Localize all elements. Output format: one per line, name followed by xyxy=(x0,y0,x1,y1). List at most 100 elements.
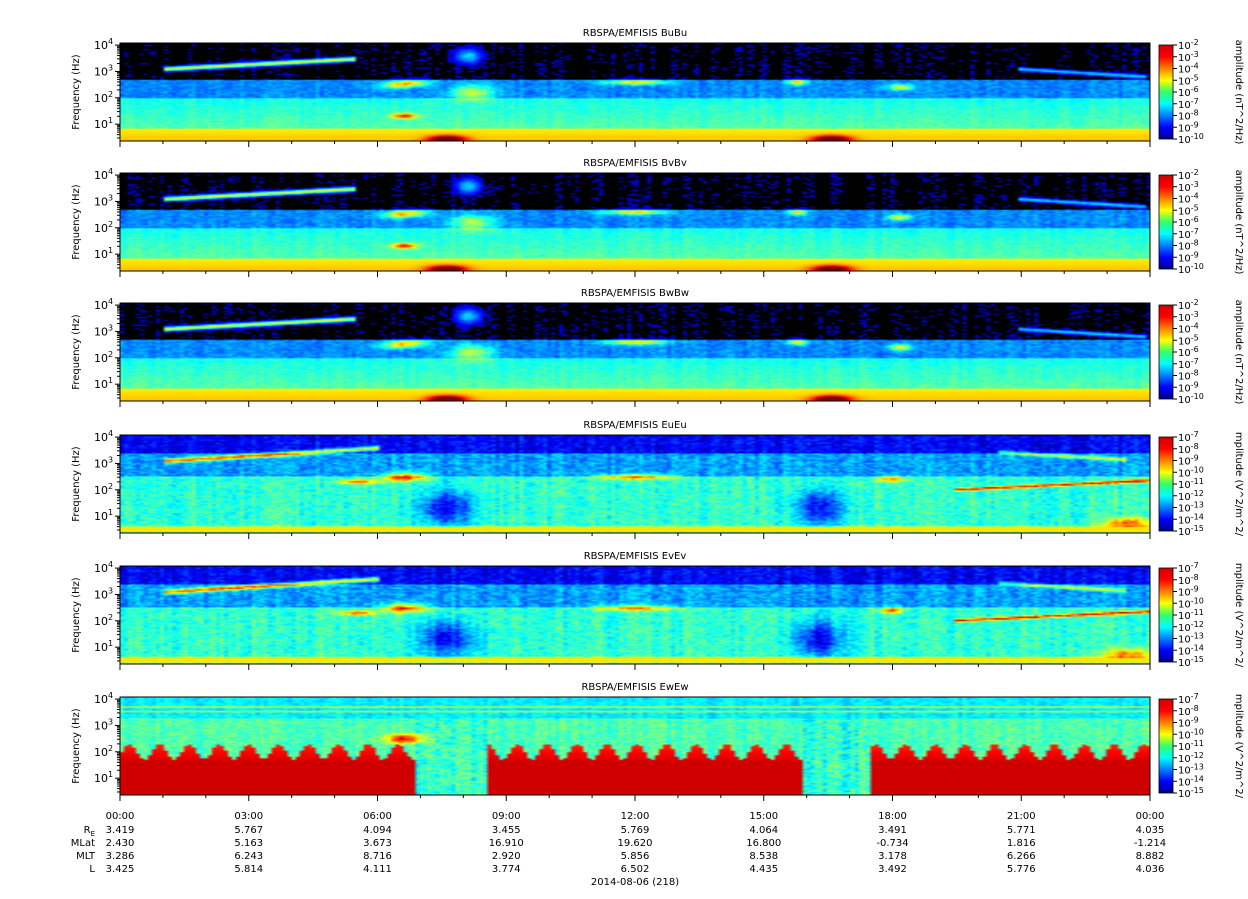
colorbar xyxy=(1158,698,1174,794)
ephemeris-value: -1.214 xyxy=(1134,838,1166,849)
ephemeris-value: 5.767 xyxy=(234,825,263,836)
y-tick-label: 104 xyxy=(94,691,113,706)
ephemeris-value: 8.882 xyxy=(1136,851,1165,862)
y-tick-label: 104 xyxy=(94,560,113,575)
colorbar-tick-label: 10-15 xyxy=(1178,655,1204,669)
time-tick-label: 06:00 xyxy=(363,811,392,822)
ephemeris-value: 5.776 xyxy=(1007,864,1036,875)
y-tick-label: 103 xyxy=(94,455,113,470)
ephemeris-value: 5.769 xyxy=(621,825,650,836)
colorbar xyxy=(1158,567,1174,663)
y-tick-label: 102 xyxy=(94,220,113,235)
panel-title: RBSPA/EMFISIS EvEv xyxy=(584,551,687,562)
colorbar-tick-label: 10-15 xyxy=(1178,524,1204,538)
ephemeris-value: 2.920 xyxy=(492,851,521,862)
ephemeris-value: 6.502 xyxy=(621,864,650,875)
y-tick-label: 102 xyxy=(94,90,113,105)
y-tick-label: 101 xyxy=(94,376,113,391)
y-tick-label: 102 xyxy=(94,350,113,365)
time-axis: 00:00 03:00 06:00 09:00 12:00 15:00 18:00 21:00… xyxy=(71,811,1166,888)
colorbar xyxy=(1158,174,1174,270)
y-axis-label: Frequency (Hz) xyxy=(71,446,82,522)
y-tick-label: 103 xyxy=(94,323,113,338)
panel-title: RBSPA/EMFISIS EuEu xyxy=(583,420,686,431)
ephemeris-value: 3.774 xyxy=(492,864,521,875)
ephemeris-value: 4.036 xyxy=(1136,864,1165,875)
panel-title: RBSPA/EMFISIS BwBw xyxy=(581,288,689,299)
ephemeris-value: 8.716 xyxy=(363,851,392,862)
spectrogram-panel: RBSPA/EMFISIS BvBv 101 102 103 104 Frequency … xyxy=(71,158,1244,277)
panel-title: RBSPA/EMFISIS BvBv xyxy=(583,158,687,169)
colorbar-label: mplitude (V^2/m^2/ xyxy=(1233,563,1244,668)
y-axis-label: Frequency (Hz) xyxy=(71,708,82,784)
y-tick-label: 104 xyxy=(94,297,113,312)
time-tick-label: 00:00 xyxy=(1136,811,1165,822)
y-tick-label: 103 xyxy=(94,586,113,601)
y-tick-label: 102 xyxy=(94,744,113,759)
panel-title: RBSPA/EMFISIS BuBu xyxy=(583,28,687,39)
spectrogram-panel: RBSPA/EMFISIS BuBu 101 102 103 104 Frequency … xyxy=(71,28,1244,147)
y-tick-label: 101 xyxy=(94,508,113,523)
y-tick-label: 101 xyxy=(94,246,113,261)
y-tick-label: 103 xyxy=(94,193,113,208)
ephemeris-value: 3.425 xyxy=(106,864,135,875)
ephemeris-label: RE xyxy=(84,825,95,838)
ephemeris-value: 8.538 xyxy=(749,851,778,862)
ephemeris-value: 5.856 xyxy=(621,851,650,862)
ephemeris-value: 5.814 xyxy=(234,864,263,875)
spectrogram-panel: RBSPA/EMFISIS BwBw 101 102 103 104 Frequency … xyxy=(71,288,1244,407)
colorbar-label: amplitude (nT^2/Hz) xyxy=(1233,170,1244,275)
ephemeris-value: 5.163 xyxy=(234,838,263,849)
y-tick-label: 103 xyxy=(94,63,113,78)
y-tick-label: 104 xyxy=(94,167,113,182)
colorbar-label: amplitude (nT^2/Hz) xyxy=(1233,40,1244,145)
ephemeris-label: MLT xyxy=(76,851,96,862)
ephemeris-value: 3.419 xyxy=(106,825,135,836)
spectrogram-image xyxy=(120,43,1150,141)
colorbar xyxy=(1158,304,1174,400)
colorbar xyxy=(1158,436,1174,532)
spectrogram-image xyxy=(120,566,1150,664)
time-tick-label: 12:00 xyxy=(621,811,650,822)
y-tick-label: 102 xyxy=(94,613,113,628)
time-tick-label: 21:00 xyxy=(1007,811,1036,822)
colorbar-label: mplitude (V^2/m^2/ xyxy=(1233,694,1244,799)
ephemeris-value: 1.816 xyxy=(1007,838,1036,849)
y-tick-label: 104 xyxy=(94,37,113,52)
colorbar-label: mplitude (V^2/m^2/ xyxy=(1233,432,1244,537)
ephemeris-value: 3.491 xyxy=(878,825,907,836)
y-tick-label: 101 xyxy=(94,116,113,131)
colorbar-label: amplitude (nT^2/Hz) xyxy=(1233,300,1244,405)
ephemeris-value: -0.734 xyxy=(876,838,908,849)
ephemeris-value: 16.910 xyxy=(489,838,524,849)
y-axis-label: Frequency (Hz) xyxy=(71,184,82,260)
colorbar-tick-label: 10-10 xyxy=(1178,132,1204,146)
colorbar-tick-label: 10-10 xyxy=(1178,262,1204,276)
time-tick-label: 15:00 xyxy=(749,811,778,822)
y-axis-label: Frequency (Hz) xyxy=(71,577,82,653)
panel-title: RBSPA/EMFISIS EwEw xyxy=(581,682,688,693)
spectrogram-image xyxy=(120,173,1150,271)
ephemeris-label: L xyxy=(89,864,95,875)
ephemeris-value: 6.266 xyxy=(1007,851,1036,862)
colorbar xyxy=(1158,44,1174,140)
y-tick-label: 101 xyxy=(94,770,113,785)
ephemeris-value: 4.435 xyxy=(749,864,778,875)
spectrogram-panel: RBSPA/EMFISIS EvEv 101 102 103 104 Frequency … xyxy=(71,551,1244,670)
ephemeris-value: 4.064 xyxy=(749,825,778,836)
colorbar-tick-label: 10-15 xyxy=(1178,786,1204,800)
ephemeris-value: 3.286 xyxy=(106,851,135,862)
ephemeris-value: 4.094 xyxy=(363,825,392,836)
ephemeris-label: MLat xyxy=(71,838,95,849)
ephemeris-value: 3.492 xyxy=(878,864,907,875)
ephemeris-value: 5.771 xyxy=(1007,825,1036,836)
ephemeris-value: 4.111 xyxy=(363,864,392,875)
spectrogram-image xyxy=(120,697,1150,795)
date-label: 2014-08-06 (218) xyxy=(591,877,679,888)
ephemeris-value: 3.673 xyxy=(363,838,392,849)
spectrogram-panel: RBSPA/EMFISIS EuEu 101 102 103 104 Frequency … xyxy=(71,420,1244,539)
y-tick-label: 104 xyxy=(94,429,113,444)
ephemeris-value: 19.620 xyxy=(618,838,653,849)
ephemeris-value: 6.243 xyxy=(234,851,263,862)
